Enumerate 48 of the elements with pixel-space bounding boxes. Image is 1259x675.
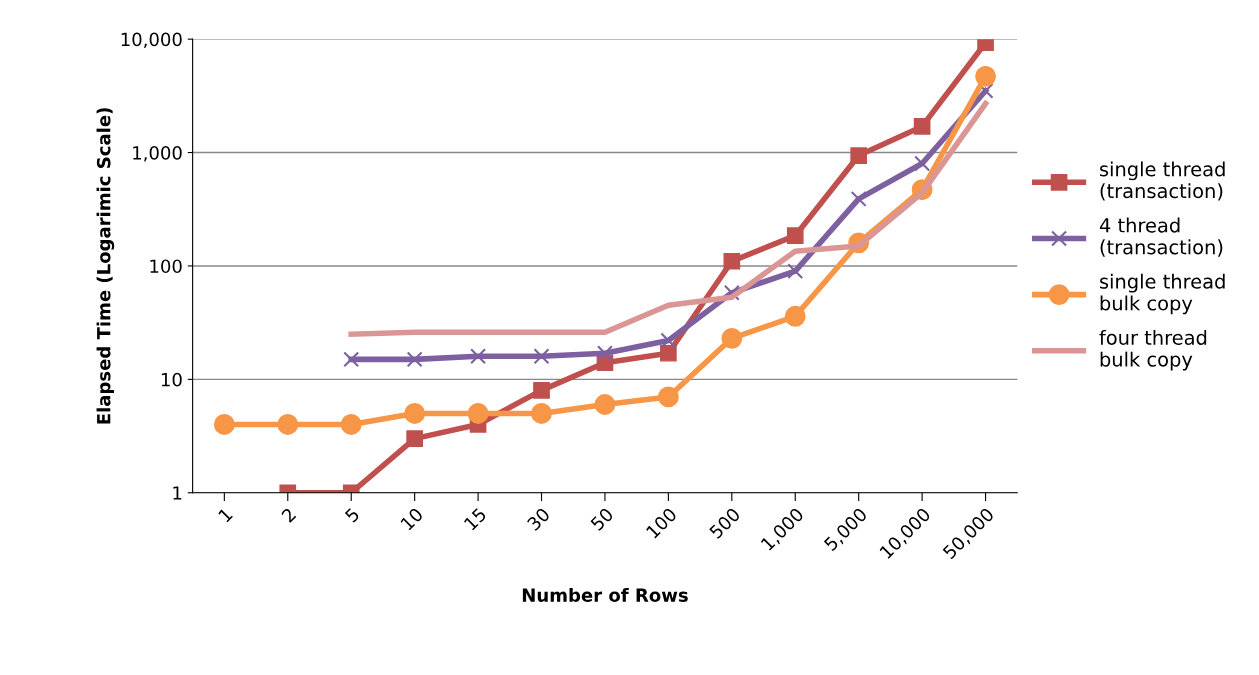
- point: [594, 394, 616, 415]
- point: [784, 305, 806, 327]
- x-tick-label: 50: [589, 507, 614, 532]
- point: [340, 414, 362, 435]
- y-tick-label: 1,000: [133, 146, 182, 162]
- point: [975, 65, 996, 87]
- point: [213, 414, 235, 435]
- point: [786, 227, 804, 244]
- point: [470, 348, 487, 365]
- point: [596, 345, 613, 362]
- point: [721, 327, 743, 349]
- point: [343, 351, 360, 368]
- x-tick-label: 10: [400, 507, 424, 531]
- y-axis-title: Elapsed Time (Logarimic Scale): [96, 108, 115, 424]
- legend-label: 4 thread (transaction): [1099, 217, 1223, 257]
- point: [657, 386, 679, 408]
- point: [404, 403, 426, 424]
- point: [723, 252, 741, 270]
- y-tick-label: 10: [161, 372, 182, 387]
- x-tick-label: 15: [463, 507, 487, 531]
- point: [467, 403, 489, 424]
- point: [533, 382, 550, 399]
- point: [787, 263, 804, 280]
- point: [913, 118, 931, 135]
- point: [406, 351, 423, 368]
- point: [660, 344, 677, 362]
- legend-label: four thread bulk copy: [1099, 329, 1207, 371]
- y-tick-label: 100: [150, 259, 182, 274]
- point: [723, 284, 740, 301]
- point: [531, 403, 552, 424]
- x-axis-title: Number of Rows: [522, 587, 688, 602]
- point: [914, 155, 931, 172]
- x-tick-label: 1: [218, 507, 233, 523]
- legend-label: single thread bulk copy: [1099, 273, 1225, 315]
- y-tick-label: 10,000: [121, 32, 182, 49]
- point: [660, 332, 677, 349]
- x-tick-label: 2: [280, 507, 297, 523]
- x-tick-label: 5: [344, 507, 360, 523]
- point: [850, 190, 867, 207]
- x-tick-label: 500: [708, 507, 741, 540]
- point: [406, 430, 423, 447]
- y-tick-label: 1: [173, 486, 182, 500]
- point: [850, 147, 868, 164]
- legend-label: single thread (transaction): [1099, 161, 1225, 201]
- x-tick-label: 30: [526, 507, 551, 532]
- point: [277, 414, 299, 435]
- x-tick-label: 100: [645, 507, 678, 539]
- point: [533, 348, 550, 365]
